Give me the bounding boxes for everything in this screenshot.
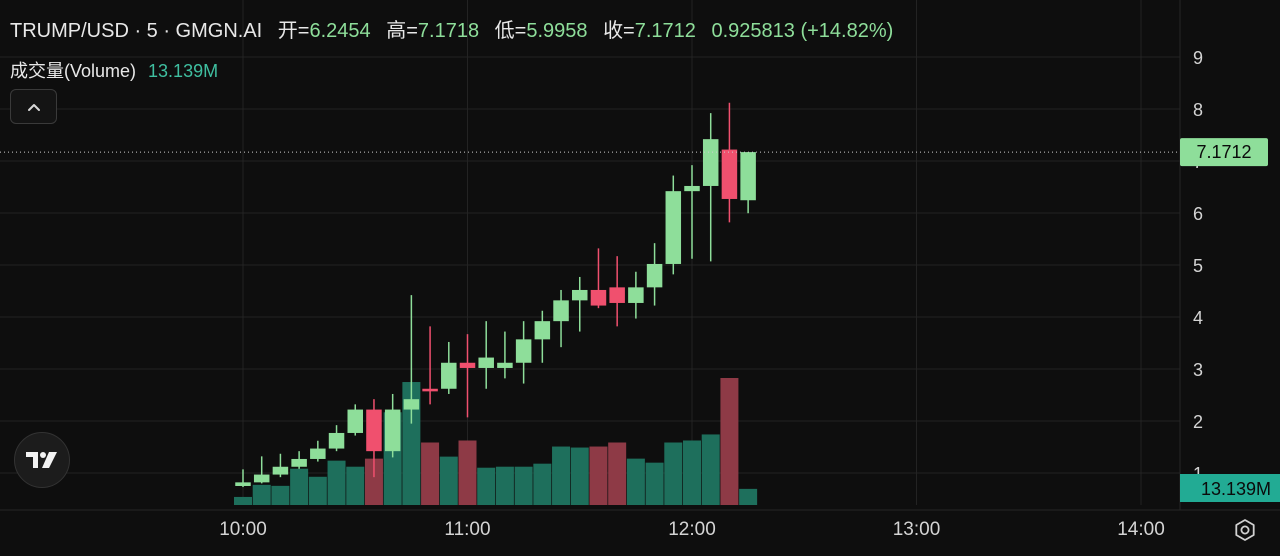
time-tick-label: 13:00 [893, 519, 941, 540]
volume-bar [589, 446, 608, 505]
candle-body [665, 191, 682, 264]
volume-bar [683, 440, 701, 505]
volume-bars [234, 378, 758, 505]
volume-bar [346, 466, 365, 505]
price-tick-label: 5 [1193, 256, 1203, 276]
time-tick-label: 11:00 [444, 519, 490, 540]
volume-bar [477, 467, 496, 505]
volume-bar [720, 378, 739, 505]
volume-bar [402, 382, 421, 505]
candle-body [572, 289, 588, 301]
close-label: 收= [603, 20, 635, 42]
candle-body [684, 185, 700, 192]
price-tick-label: 4 [1193, 308, 1203, 328]
time-tick-label: 12:00 [668, 519, 716, 540]
volume-bar [439, 456, 458, 505]
volume-bar [664, 442, 683, 505]
time-tick-label: 10:00 [219, 519, 267, 540]
tradingview-logo-button[interactable] [14, 432, 70, 488]
price-tick-label: 2 [1193, 412, 1203, 432]
candle-body [702, 139, 719, 186]
high-label: 高= [386, 20, 418, 42]
chart-grid [0, 0, 1280, 511]
volume-indicator-name[interactable]: 成交量(Volume) [10, 61, 137, 81]
collapse-legend-button[interactable] [10, 89, 57, 124]
price-badge: 7.1712 [1180, 138, 1268, 167]
tradingview-logo-icon [26, 452, 57, 468]
candle-body [459, 362, 476, 368]
candles [235, 102, 756, 488]
volume-bar [570, 447, 589, 505]
time-axis[interactable]: 10:00 11:00 12:00 13:00 14:00 [219, 519, 1165, 540]
volume-bar [626, 458, 645, 505]
volume-legend: 成交量(Volume) 13.139M [10, 57, 218, 83]
volume-bar [645, 462, 664, 505]
volume-bar [608, 442, 627, 505]
volume-bar [364, 458, 383, 505]
volume-bar [495, 466, 514, 505]
open-value: 6.2454 [309, 20, 371, 42]
volume-bar [701, 434, 720, 505]
settings-icon [1235, 519, 1255, 541]
close-value: 7.1712 [634, 20, 696, 42]
candle-body [310, 448, 326, 459]
price-tick-label: 3 [1193, 360, 1203, 380]
candle-body [740, 152, 756, 201]
volume-bar [533, 463, 552, 505]
ohlc-legend: TRUMP/USD · 5 · GMGN.AI 开=6.2454 高=7.171… [10, 14, 893, 43]
price-badge-label: 7.1712 [1196, 142, 1251, 162]
symbol-title[interactable]: TRUMP/USD · 5 · GMGN.AI [10, 20, 263, 42]
candle-body [384, 409, 401, 452]
low-value: 5.9958 [526, 20, 588, 42]
price-tick-label: 6 [1193, 204, 1203, 224]
volume-badge: 13.139M [1180, 474, 1280, 502]
candle-body [534, 321, 551, 340]
volume-bar [252, 484, 271, 505]
candle-body [291, 458, 307, 467]
candle-body [721, 149, 738, 199]
candle-body [422, 388, 438, 392]
candle-body [609, 287, 625, 303]
volume-badge-label: 13.139M [1201, 479, 1271, 499]
chevron-up-icon [27, 103, 40, 111]
candle-body [272, 466, 289, 475]
open-label: 开= [277, 20, 310, 42]
candle-body [628, 287, 644, 303]
price-tick-label: 9 [1193, 48, 1203, 68]
volume-bar [308, 476, 327, 505]
time-tick-label: 14:00 [1117, 519, 1165, 540]
candle-body [515, 339, 532, 363]
chart-settings-button[interactable] [1232, 517, 1258, 543]
price-tick-label: 8 [1193, 100, 1203, 120]
candle-body [366, 409, 382, 452]
candle-body [478, 357, 494, 368]
volume-bar [552, 446, 571, 505]
candle-body [497, 362, 513, 368]
volume-bar [514, 466, 533, 505]
candle-body [347, 409, 363, 433]
candle-body [235, 482, 251, 486]
candle-body [553, 300, 569, 322]
change-value: 0.925813 (+14.82%) [711, 20, 894, 42]
candle-body [328, 432, 345, 449]
volume-bar [421, 442, 440, 505]
candle-body [646, 263, 663, 288]
volume-bar [327, 460, 346, 505]
volume-bar [458, 440, 477, 505]
candle-body [403, 399, 420, 410]
volume-bar [290, 468, 309, 505]
high-value: 7.1718 [417, 20, 480, 42]
low-label: 低= [494, 20, 527, 42]
candle-body [441, 362, 457, 389]
price-axis[interactable]: 123456789 [1193, 48, 1203, 484]
candle-body [253, 474, 270, 483]
candle-body [590, 289, 607, 306]
volume-bar [739, 488, 758, 505]
volume-indicator-value: 13.139M [148, 61, 219, 81]
volume-bar [234, 496, 252, 505]
volume-bar [271, 485, 290, 505]
